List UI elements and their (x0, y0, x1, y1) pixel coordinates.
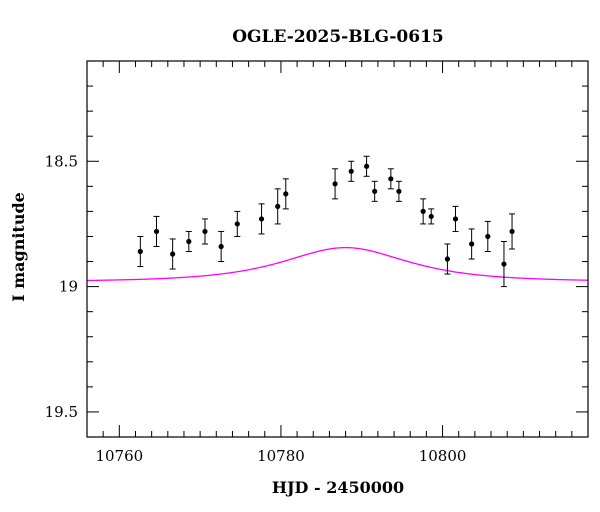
data-point (396, 188, 402, 194)
x-tick-label: 10760 (95, 447, 143, 465)
data-point (218, 243, 224, 250)
data-point (153, 228, 160, 235)
data-point (363, 163, 370, 169)
data-point (283, 191, 289, 197)
y-tick-label: 19 (59, 278, 78, 296)
plot-area-frame (86, 60, 589, 438)
error-bars-layer (137, 155, 516, 288)
data-point (372, 188, 378, 194)
axis-ticks (86, 60, 589, 438)
data-point (452, 216, 459, 222)
data-point (258, 216, 265, 222)
data-point (444, 256, 450, 262)
data-point (509, 228, 515, 235)
model-curve (86, 246, 589, 282)
data-point (485, 233, 491, 240)
data-point (186, 238, 192, 245)
x-tick-label: 10800 (419, 447, 467, 465)
y-tick-label: 18.5 (45, 152, 78, 170)
data-point (348, 168, 354, 174)
x-axis-label: HJD - 2450000 (272, 478, 404, 497)
data-point (234, 221, 240, 227)
axis-tick-labels: 10760 10780 10800 18.5 19 19.5 (45, 152, 467, 465)
data-point (275, 203, 281, 209)
data-point (469, 241, 475, 247)
data-point (501, 261, 507, 267)
chart-title: OGLE-2025-BLG-0615 (232, 27, 444, 47)
data-point (388, 176, 394, 182)
data-point (428, 213, 434, 220)
y-axis-label: I magnitude (9, 192, 28, 302)
data-point (137, 248, 143, 255)
data-point (332, 181, 338, 187)
data-points-layer (137, 163, 515, 267)
x-tick-label: 10780 (257, 447, 305, 465)
data-point (420, 208, 426, 214)
data-point (202, 228, 208, 235)
model-curve-layer (86, 246, 589, 282)
y-tick-label: 19.5 (45, 403, 78, 421)
data-point (170, 251, 176, 257)
